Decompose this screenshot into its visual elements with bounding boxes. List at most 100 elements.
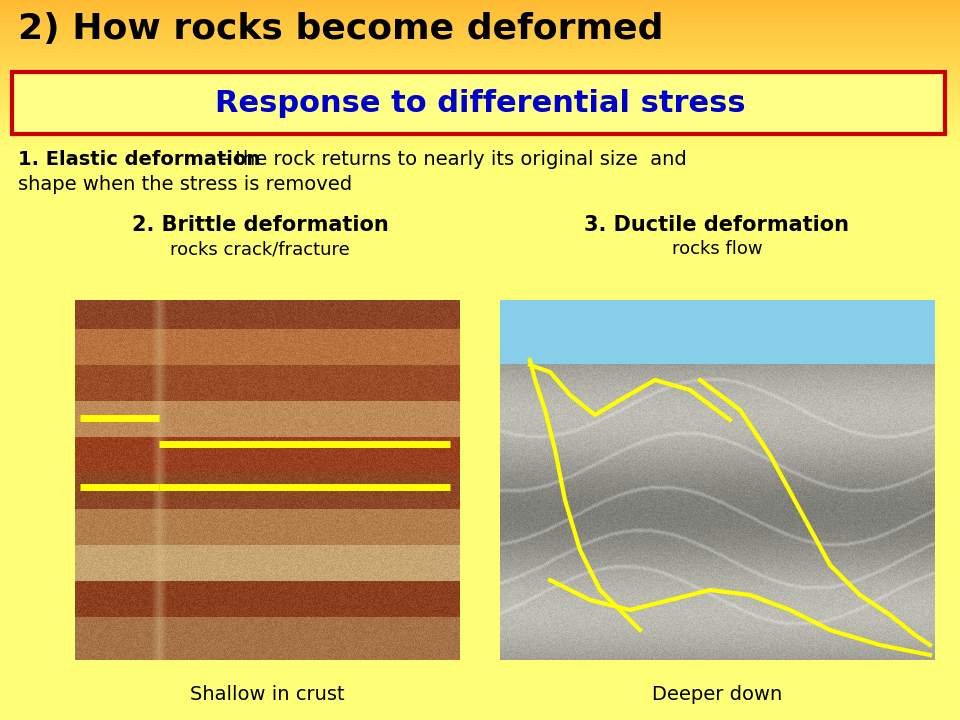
- Bar: [0, 112, 960, 113]
- Bar: [0, 132, 960, 133]
- Bar: [0, 113, 960, 114]
- Bar: [0, 138, 960, 139]
- Bar: [0, 7, 960, 8]
- Bar: [0, 119, 960, 120]
- Bar: [0, 27, 960, 28]
- Bar: [0, 24, 960, 25]
- Bar: [0, 95, 960, 96]
- Bar: [0, 130, 960, 131]
- Bar: [0, 136, 960, 137]
- Bar: [0, 28, 960, 29]
- Bar: [0, 56, 960, 57]
- Bar: [0, 134, 960, 135]
- Bar: [0, 125, 960, 126]
- Bar: [0, 8, 960, 9]
- Bar: [0, 50, 960, 51]
- Bar: [0, 90, 960, 91]
- Text: Deeper down: Deeper down: [652, 685, 782, 704]
- Bar: [0, 146, 960, 147]
- Bar: [0, 19, 960, 20]
- Bar: [0, 68, 960, 69]
- Bar: [0, 1, 960, 2]
- Bar: [0, 100, 960, 101]
- Bar: [0, 78, 960, 79]
- Bar: [0, 103, 960, 104]
- Text: rocks flow: rocks flow: [672, 240, 762, 258]
- Bar: [0, 139, 960, 140]
- Bar: [0, 114, 960, 115]
- Bar: [0, 3, 960, 4]
- Bar: [0, 21, 960, 22]
- Text: 2) How rocks become deformed: 2) How rocks become deformed: [18, 12, 663, 46]
- Bar: [0, 127, 960, 128]
- Bar: [0, 83, 960, 84]
- Text: shape when the stress is removed: shape when the stress is removed: [18, 175, 352, 194]
- Bar: [0, 5, 960, 6]
- Bar: [0, 124, 960, 125]
- Bar: [0, 108, 960, 109]
- Text: – the rock returns to nearly its original size  and: – the rock returns to nearly its origina…: [213, 150, 686, 169]
- Bar: [0, 121, 960, 122]
- Bar: [0, 118, 960, 119]
- Bar: [0, 94, 960, 95]
- Bar: [0, 93, 960, 94]
- Bar: [0, 54, 960, 55]
- Bar: [0, 117, 960, 118]
- Bar: [0, 89, 960, 90]
- Bar: [0, 15, 960, 16]
- Bar: [0, 76, 960, 77]
- Bar: [0, 25, 960, 26]
- Bar: [0, 129, 960, 130]
- Bar: [0, 72, 960, 73]
- Bar: [0, 62, 960, 63]
- Bar: [0, 17, 960, 18]
- Bar: [0, 12, 960, 13]
- Bar: [0, 109, 960, 110]
- Bar: [0, 46, 960, 47]
- Text: Response to differential stress: Response to differential stress: [215, 89, 745, 117]
- Bar: [0, 60, 960, 61]
- Bar: [0, 13, 960, 14]
- Bar: [0, 96, 960, 97]
- Bar: [0, 147, 960, 148]
- Bar: [0, 51, 960, 52]
- Bar: [0, 122, 960, 123]
- Bar: [0, 31, 960, 32]
- Bar: [0, 2, 960, 3]
- Bar: [0, 40, 960, 41]
- Bar: [0, 133, 960, 134]
- Bar: [0, 33, 960, 34]
- Bar: [0, 88, 960, 89]
- Bar: [0, 63, 960, 64]
- Bar: [0, 36, 960, 37]
- Bar: [0, 26, 960, 27]
- Bar: [0, 75, 960, 76]
- Bar: [0, 29, 960, 30]
- Bar: [0, 58, 960, 59]
- Bar: [0, 80, 960, 81]
- Bar: [0, 16, 960, 17]
- Bar: [0, 140, 960, 141]
- Bar: [0, 102, 960, 103]
- Bar: [0, 144, 960, 145]
- Bar: [0, 142, 960, 143]
- Bar: [0, 82, 960, 83]
- Bar: [0, 49, 960, 50]
- Bar: [0, 53, 960, 54]
- FancyBboxPatch shape: [12, 72, 945, 134]
- Bar: [0, 81, 960, 82]
- Bar: [0, 79, 960, 80]
- Bar: [0, 39, 960, 40]
- Bar: [0, 97, 960, 98]
- Bar: [0, 116, 960, 117]
- Bar: [0, 85, 960, 86]
- Bar: [0, 66, 960, 67]
- Bar: [0, 18, 960, 19]
- Bar: [0, 48, 960, 49]
- Bar: [0, 0, 960, 1]
- Bar: [0, 87, 960, 88]
- Bar: [0, 128, 960, 129]
- Bar: [0, 34, 960, 35]
- Bar: [0, 9, 960, 10]
- Text: 3. Ductile deformation: 3. Ductile deformation: [585, 215, 850, 235]
